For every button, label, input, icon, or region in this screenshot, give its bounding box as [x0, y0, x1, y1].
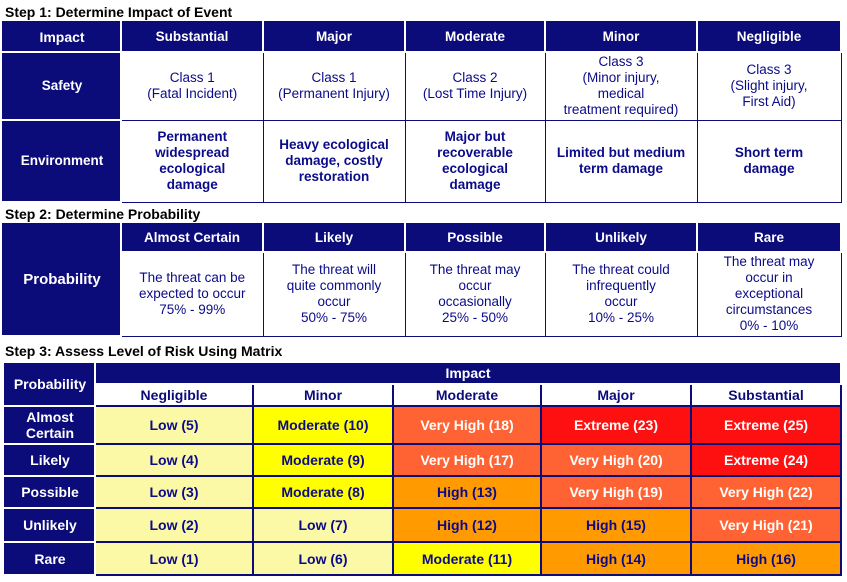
impact-cell: Heavy ecological damage, costly restorat…	[262, 119, 406, 203]
impact-table: Impact Substantial Major Moderate Minor …	[2, 21, 842, 203]
probability-header-row: Probability Almost Certain Likely Possib…	[2, 223, 842, 337]
impact-col-header: Substantial	[120, 21, 264, 53]
risk-cell-extreme: Extreme (25)	[689, 405, 843, 445]
probability-col-header: Likely	[262, 223, 406, 253]
risk-cell-high: High (15)	[540, 507, 692, 543]
matrix-col-header: Negligible	[94, 383, 254, 407]
matrix-row: Rare Low (1) Low (6) Moderate (11) High (14)…	[4, 541, 843, 576]
impact-row-label: Safety	[2, 51, 122, 121]
probability-col-header: Almost Certain	[120, 223, 264, 253]
risk-cell-extreme: Extreme (23)	[540, 405, 692, 445]
probability-cell: The threat could infrequently occur 10% …	[544, 251, 698, 337]
matrix-corner: Probability	[4, 361, 96, 407]
risk-cell-extreme: Extreme (24)	[689, 443, 843, 477]
matrix-row: Unlikely Low (2) Low (7) High (12) High (15)…	[4, 507, 843, 543]
risk-cell-moderate: Moderate (9)	[252, 443, 394, 477]
impact-row-safety: Safety Class 1 (Fatal Incident) Class 1 …	[2, 51, 842, 121]
matrix-col-header: Moderate	[392, 383, 542, 407]
risk-cell-veryhigh: Very High (18)	[392, 405, 542, 445]
probability-cell: The threat may occur occasionally 25% - …	[404, 251, 546, 337]
probability-cell: The threat will quite commonly occur 50%…	[262, 251, 406, 337]
risk-cell-veryhigh: Very High (17)	[392, 443, 542, 477]
risk-cell-veryhigh: Very High (20)	[540, 443, 692, 477]
risk-cell-low: Low (6)	[252, 541, 394, 576]
risk-cell-high: High (12)	[392, 507, 542, 543]
impact-cell: Class 3 (Slight injury, First Aid)	[696, 51, 842, 121]
probability-table: Probability Almost Certain Likely Possib…	[2, 223, 842, 337]
risk-cell-veryhigh: Very High (21)	[689, 507, 843, 543]
impact-row-label: Environment	[2, 119, 122, 203]
impact-cell: Class 1 (Fatal Incident)	[120, 51, 264, 121]
probability-col-header: Possible	[404, 223, 546, 253]
risk-cell-low: Low (1)	[94, 541, 254, 576]
probability-col-header: Rare	[696, 223, 842, 253]
step1-title: Step 1: Determine Impact of Event	[5, 4, 233, 20]
probability-desc-row: The threat can be expected to occur 75% …	[3, 251, 842, 337]
matrix-col-header: Substantial	[689, 383, 843, 407]
impact-cell: Class 3 (Minor injury, medical treatment…	[544, 51, 698, 121]
matrix-impact-header: Impact	[93, 361, 843, 385]
risk-cell-high: High (13)	[392, 475, 542, 509]
risk-cell-low: Low (7)	[252, 507, 394, 543]
risk-cell-low: Low (5)	[94, 405, 254, 445]
matrix-row-label: Rare	[4, 541, 96, 576]
risk-cell-high: High (14)	[540, 541, 692, 576]
matrix-row-label: Unlikely	[4, 507, 96, 543]
matrix-row-label: Possible	[4, 475, 96, 509]
matrix-col-header: Major	[540, 383, 692, 407]
risk-matrix: Probability Impact Negligible Minor Mode…	[4, 361, 843, 576]
matrix-col-header: Minor	[252, 383, 394, 407]
impact-cell: Limited but medium term damage	[544, 119, 698, 203]
impact-col-header: Minor	[544, 21, 698, 53]
risk-cell-low: Low (2)	[94, 507, 254, 543]
risk-cell-moderate: Moderate (10)	[252, 405, 394, 445]
impact-cell: Class 1 (Permanent Injury)	[262, 51, 406, 121]
impact-corner: Impact	[2, 21, 122, 53]
matrix-row-label: Likely	[4, 443, 96, 477]
impact-cell: Permanent widespread ecological damage	[120, 119, 264, 203]
impact-cell: Class 2 (Lost Time Injury)	[404, 51, 546, 121]
impact-col-header: Negligible	[696, 21, 842, 53]
risk-cell-veryhigh: Very High (22)	[689, 475, 843, 509]
risk-cell-moderate: Moderate (8)	[252, 475, 394, 509]
risk-cell-veryhigh: Very High (19)	[540, 475, 692, 509]
probability-col-header: Unlikely	[544, 223, 698, 253]
impact-col-header: Major	[262, 21, 406, 53]
probability-cell: The threat can be expected to occur 75% …	[120, 251, 264, 337]
matrix-header-row: Negligible Minor Moderate Major Substant…	[5, 383, 843, 407]
matrix-row: Likely Low (4) Moderate (9) Very High (17) V…	[4, 443, 843, 477]
probability-row-label: Probability	[2, 223, 122, 337]
matrix-row-label: Almost Certain	[4, 405, 96, 445]
impact-col-header: Moderate	[404, 21, 546, 53]
matrix-body: Almost Certain Low (5) Moderate (10) Very H…	[4, 405, 843, 576]
risk-cell-low: Low (3)	[94, 475, 254, 509]
step2-title: Step 2: Determine Probability	[5, 206, 201, 222]
impact-cell: Short term damage	[696, 119, 842, 203]
impact-header-row: Impact Substantial Major Moderate Minor …	[2, 21, 842, 53]
risk-cell-low: Low (4)	[94, 443, 254, 477]
risk-cell-moderate: Moderate (11)	[392, 541, 542, 576]
matrix-row: Possible Low (3) Moderate (8) High (13) Very…	[4, 475, 843, 509]
probability-cell: The threat may occur in exceptional circ…	[696, 251, 842, 337]
impact-row-environment: Environment Permanent widespread ecologi…	[2, 119, 842, 203]
matrix-impact-row: Probability Impact	[4, 361, 843, 407]
risk-cell-high: High (16)	[689, 541, 843, 576]
impact-cell: Major but recoverable ecological damage	[404, 119, 546, 203]
matrix-row: Almost Certain Low (5) Moderate (10) Very H…	[4, 405, 843, 445]
step3-title: Step 3: Assess Level of Risk Using Matri…	[5, 343, 283, 359]
